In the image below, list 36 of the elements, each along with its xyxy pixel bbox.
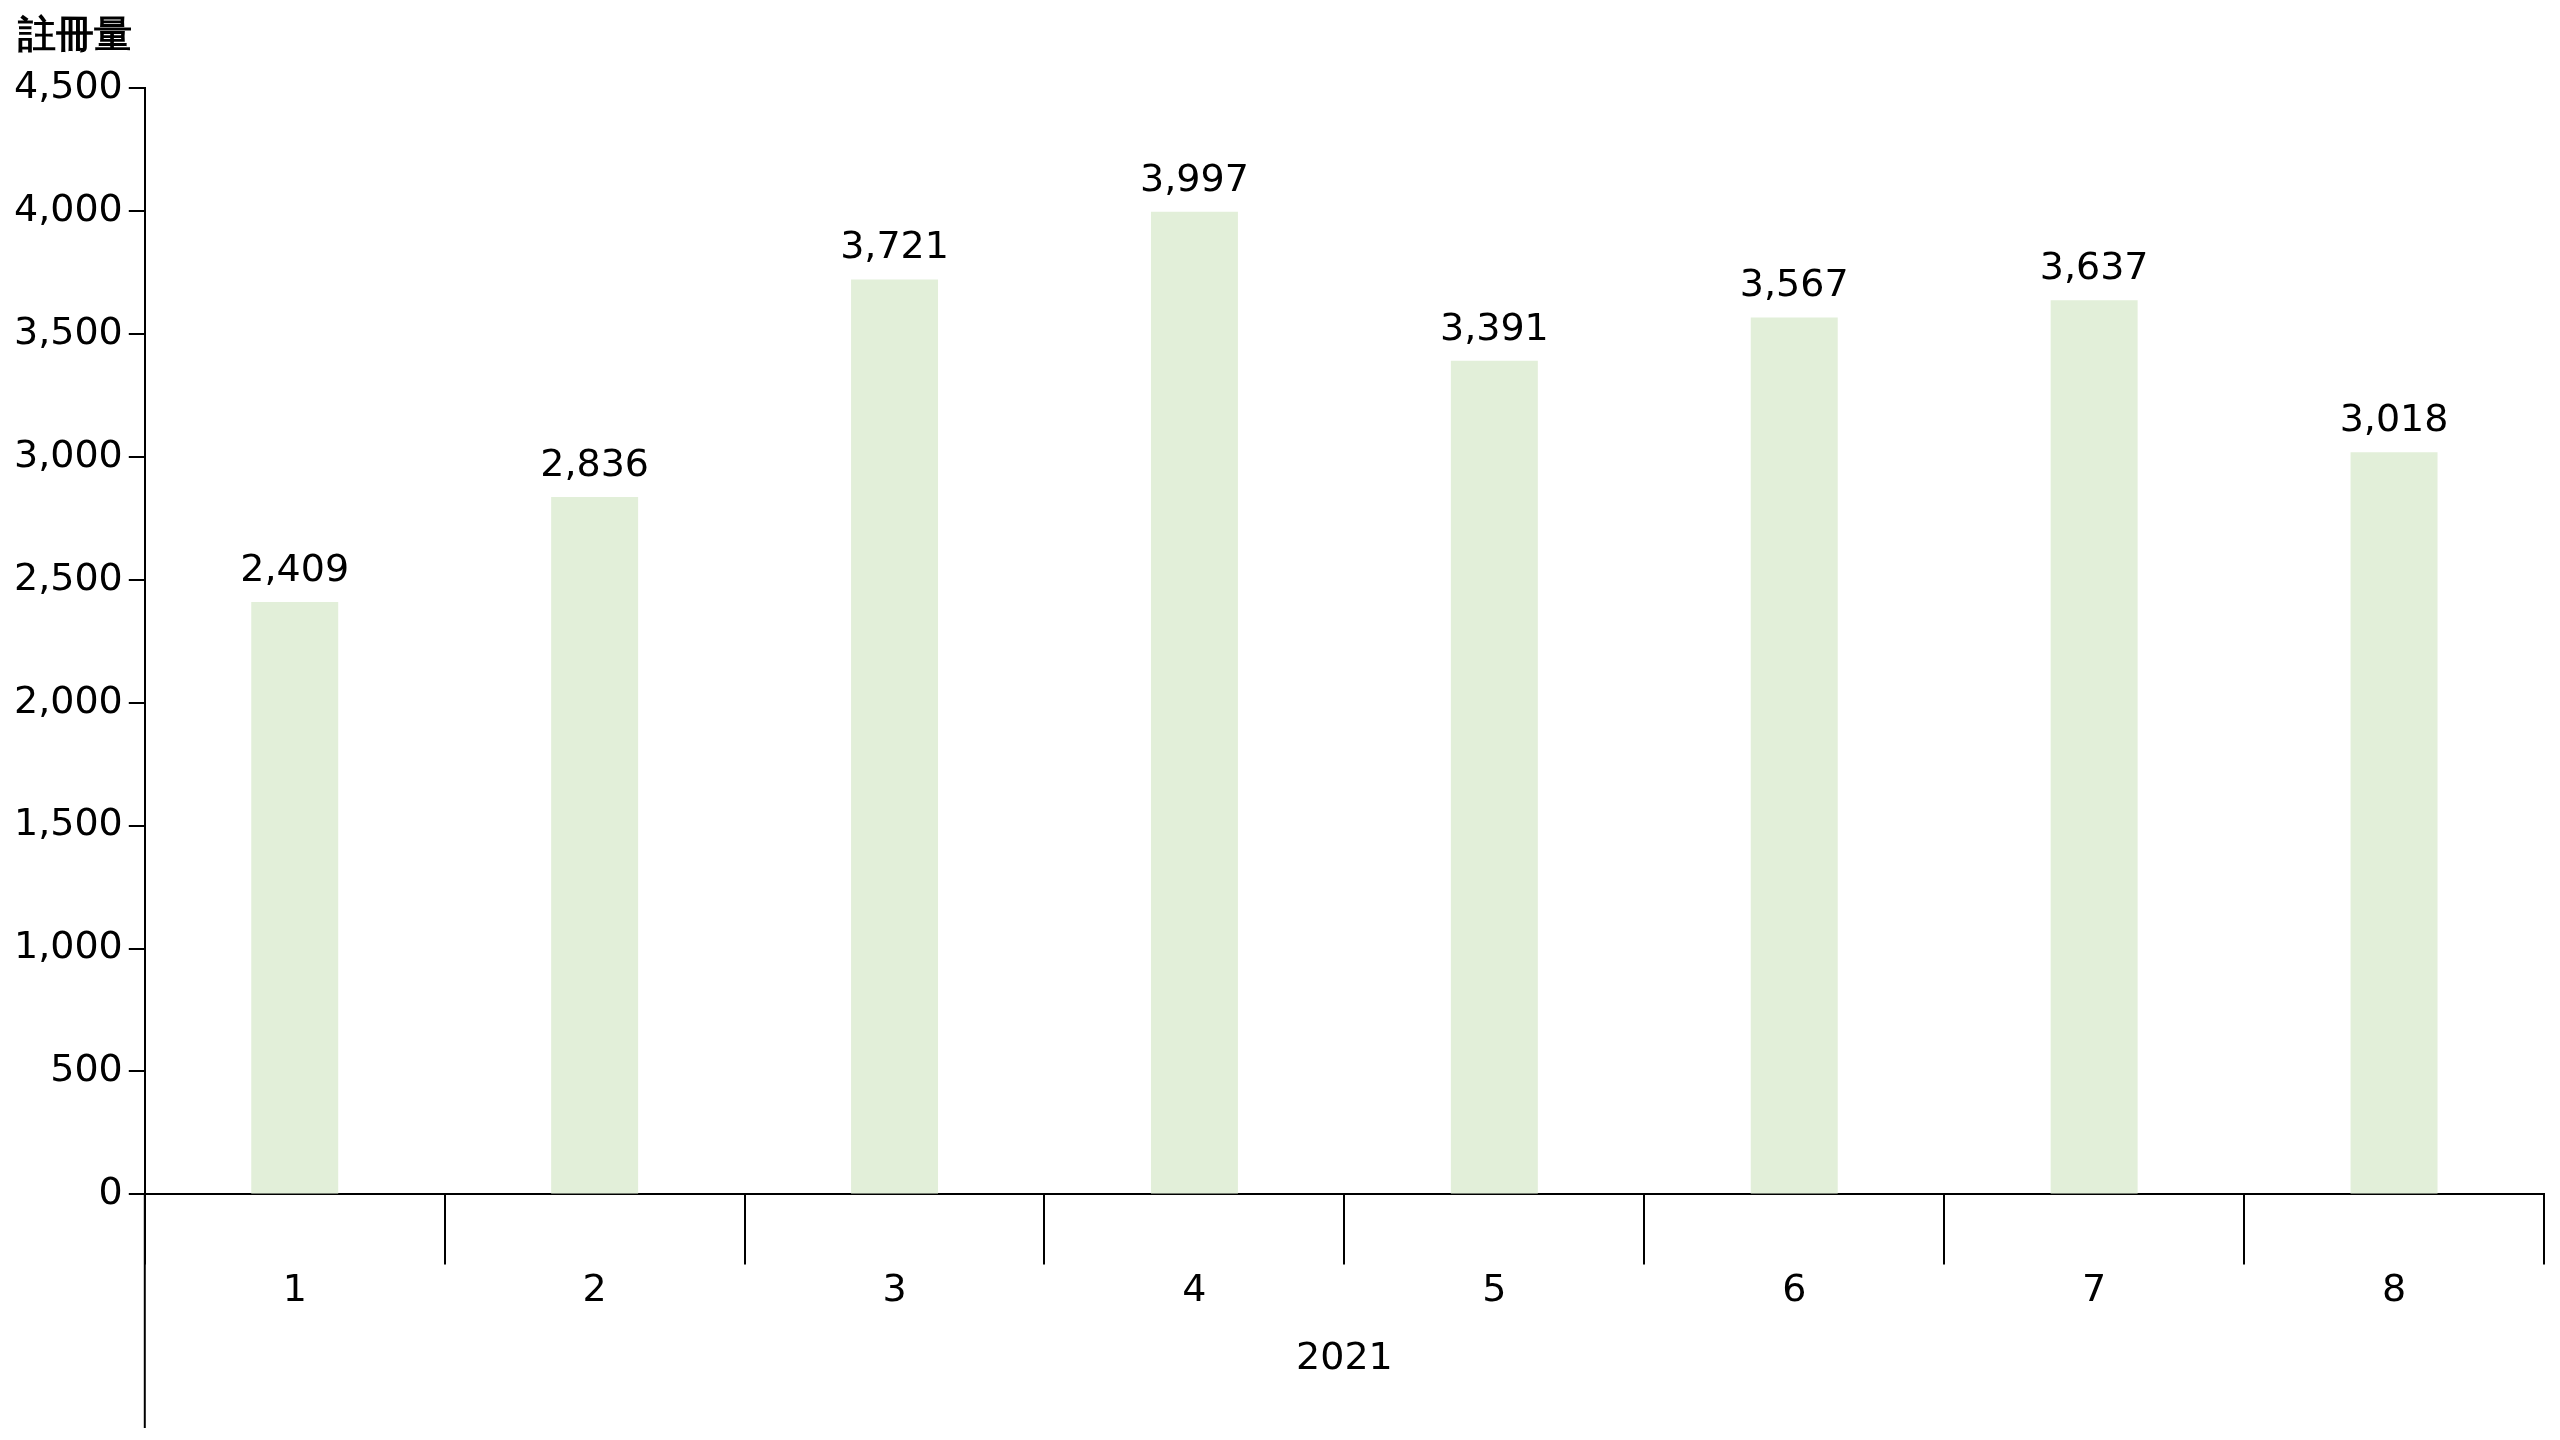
x-tick-label: 3 [882, 1266, 907, 1311]
y-axis-title: 註冊量 [17, 11, 132, 56]
bar [851, 279, 939, 1194]
x-axis-title: 2021 [1296, 1334, 1393, 1379]
y-tick-label: 4,000 [13, 185, 123, 230]
x-tick-label: 1 [282, 1266, 307, 1311]
bar [551, 497, 639, 1194]
y-tick-label: 2,000 [13, 677, 123, 722]
y-tick-label: 4,500 [13, 62, 123, 107]
y-tick-label: 0 [98, 1169, 123, 1214]
data-label: 3,721 [840, 223, 949, 268]
bar [2050, 300, 2138, 1194]
x-tick-label: 6 [1782, 1266, 1807, 1311]
data-label: 3,997 [1140, 155, 1249, 200]
data-label: 3,567 [1739, 261, 1849, 306]
x-tick-label: 4 [1182, 1266, 1207, 1311]
bar [1450, 360, 1538, 1194]
x-tick-label: 7 [2082, 1266, 2107, 1311]
y-tick-label: 500 [50, 1046, 123, 1091]
x-tick-label: 2 [582, 1266, 607, 1311]
bar [251, 602, 339, 1194]
y-tick-label: 2,500 [13, 554, 123, 599]
x-tick-label: 8 [2381, 1266, 2407, 1311]
y-tick-label: 1,500 [13, 800, 123, 845]
y-tick-label: 3,000 [13, 431, 123, 476]
data-label: 3,637 [2039, 244, 2149, 289]
bar [1150, 211, 1238, 1194]
bar [1750, 317, 1838, 1194]
data-label: 3,391 [1439, 304, 1549, 349]
y-tick-label: 3,500 [13, 308, 123, 353]
data-label: 2,836 [540, 441, 650, 485]
x-tick-label: 5 [1482, 1266, 1507, 1311]
y-tick-label: 1,000 [13, 923, 123, 968]
data-label: 2,409 [240, 545, 350, 590]
data-label: 3,018 [2339, 396, 2449, 441]
bar [2350, 452, 2438, 1194]
